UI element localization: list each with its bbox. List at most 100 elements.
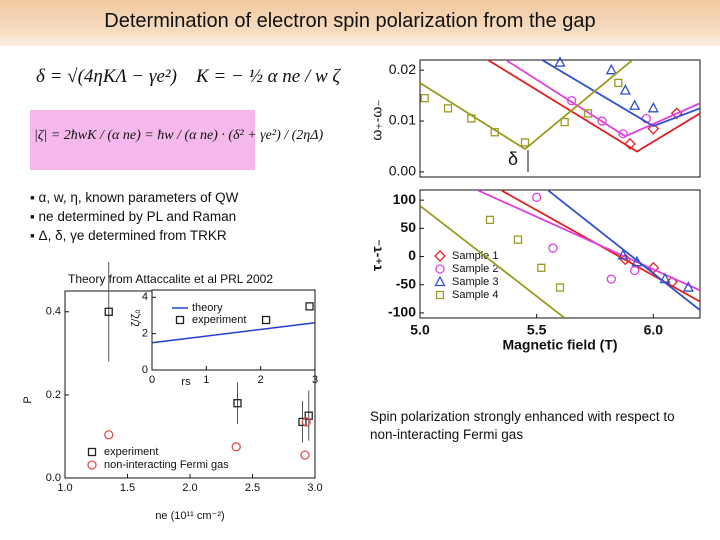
- marker: [560, 117, 569, 127]
- y-tick-label: 0.01: [389, 112, 416, 128]
- marker: [485, 215, 495, 225]
- marker: [567, 96, 577, 106]
- legend-label: experiment: [192, 314, 246, 326]
- fit-line: [540, 60, 700, 128]
- x-tick-label: 1.5: [120, 482, 135, 494]
- legend-swatch: [434, 250, 446, 262]
- legend-label: Sample 4: [452, 289, 498, 301]
- bullet: α, w, η, known parameters of QW: [30, 188, 239, 207]
- y-axis-label: ζ/ζ₀: [130, 309, 142, 326]
- marker: [606, 274, 616, 284]
- marker: [647, 122, 660, 135]
- x-tick-label: 2: [258, 374, 264, 386]
- header-bar: [0, 0, 720, 46]
- y-tick-label: 0.0: [46, 472, 61, 484]
- legend-label: Sample 1: [452, 250, 498, 262]
- y-tick-label: -50: [396, 275, 416, 291]
- x-tick-label: 2.0: [182, 482, 197, 494]
- plot-frame: [419, 59, 701, 178]
- legend-label: non-interacting Fermi gas: [104, 459, 229, 471]
- theory-note: Theory from Attaccalite et al PRL 2002: [68, 272, 273, 286]
- x-tick-label: 1: [203, 374, 209, 386]
- marker: [513, 235, 523, 244]
- x-tick-label: 2.5: [245, 482, 260, 494]
- marker: [233, 399, 242, 408]
- marker: [624, 138, 636, 150]
- y-tick-label: 0: [408, 247, 416, 263]
- x-axis-label: Magnetic field (T): [502, 337, 617, 353]
- marker: [631, 255, 643, 267]
- x-axis-label: ne (10¹¹ cm⁻²): [155, 510, 224, 522]
- bullet: Δ, δ, γe determined from TRKR: [30, 226, 238, 245]
- y-axis-label: P: [22, 396, 34, 403]
- y-axis-label: ω₊-ω₋: [369, 99, 385, 140]
- y-tick-label: 0.2: [46, 389, 61, 401]
- legend-swatch: [175, 315, 185, 325]
- marker: [420, 94, 429, 103]
- marker: [617, 249, 629, 260]
- legend-label: Sample 3: [452, 276, 498, 288]
- fit-line: [420, 205, 566, 318]
- theory-line: [151, 321, 316, 344]
- marker: [614, 78, 623, 88]
- x-tick-label: 5.0: [410, 321, 430, 337]
- marker: [605, 63, 617, 75]
- marker: [629, 99, 641, 110]
- x-tick-label: 0: [149, 374, 155, 386]
- marker: [104, 307, 113, 316]
- x-tick-label: 3: [312, 374, 318, 386]
- y-axis-label: τ₊-τ₋: [369, 239, 385, 271]
- plot-frame: [419, 189, 701, 319]
- marker: [548, 243, 558, 253]
- marker: [682, 281, 694, 292]
- formula: K = − ½ α ne / w ζ: [196, 66, 341, 87]
- y-tick-label: 0.00: [389, 163, 416, 179]
- marker: [520, 138, 530, 147]
- marker: [555, 283, 565, 292]
- x-tick-label: 1.0: [57, 482, 72, 494]
- y-tick-label: 2: [142, 328, 148, 340]
- marker: [298, 417, 307, 427]
- slide-title: Determination of electron spin polarizat…: [104, 10, 596, 32]
- marker: [537, 263, 546, 272]
- annotation: δ: [508, 149, 518, 169]
- plot-frame: [151, 289, 316, 371]
- legend-label: Sample 2: [452, 263, 498, 275]
- y-tick-label: 100: [393, 191, 417, 207]
- legend-label: experiment: [104, 446, 158, 458]
- marker: [630, 265, 640, 276]
- legend-swatch: [435, 264, 445, 274]
- fit-line: [486, 60, 700, 153]
- marker: [597, 116, 607, 126]
- y-tick-label: 50: [400, 219, 416, 235]
- marker: [104, 430, 114, 440]
- formula: δ = √(4ηKΛ − γe²): [36, 66, 177, 87]
- marker: [300, 450, 310, 460]
- x-tick-label: 5.5: [527, 321, 547, 337]
- x-axis-label: rs: [181, 376, 191, 388]
- marker: [554, 56, 566, 67]
- marker: [467, 114, 476, 123]
- fit-line: [477, 190, 700, 292]
- legend-swatch: [87, 460, 97, 470]
- y-tick-label: 0.4: [46, 306, 61, 318]
- fit-line: [504, 60, 700, 138]
- legend-label: theory: [192, 302, 223, 314]
- y-tick-label: 4: [142, 291, 148, 303]
- marker: [305, 302, 314, 311]
- marker: [659, 272, 671, 284]
- legend-swatch: [87, 447, 97, 457]
- legend-swatch: [435, 290, 445, 300]
- marker: [619, 84, 631, 95]
- caption: Spin polarization strongly enhanced with…: [370, 409, 675, 442]
- bullet: ne determined by PL and Raman: [30, 207, 238, 226]
- marker: [261, 315, 271, 325]
- fit-line: [547, 190, 700, 311]
- marker: [532, 192, 542, 202]
- marker: [301, 417, 311, 427]
- bullet-list: α, w, η, known parameters of QW ne deter…: [30, 188, 239, 245]
- y-tick-label: -100: [388, 304, 416, 320]
- formula-box: [30, 110, 255, 170]
